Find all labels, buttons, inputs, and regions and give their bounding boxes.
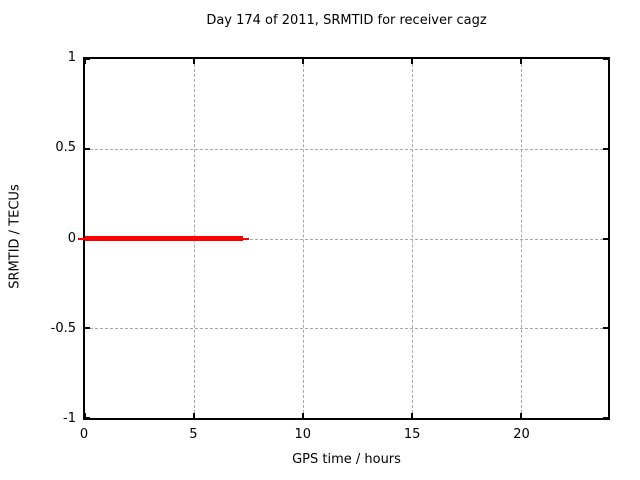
y-tick-mark	[603, 147, 608, 150]
x-tick-label: 20	[513, 427, 530, 442]
y-tick-mark	[85, 147, 90, 150]
y-tick-mark	[85, 58, 90, 60]
y-tick-mark	[85, 327, 90, 330]
x-tick-mark	[301, 413, 304, 418]
x-tick-label: 5	[189, 427, 198, 442]
chart-title: Day 174 of 2011, SRMTID for receiver cag…	[206, 13, 487, 28]
x-tick-mark	[301, 59, 304, 64]
x-axis-label: GPS time / hours	[292, 452, 401, 467]
y-tick-mark	[603, 58, 608, 60]
x-tick-mark	[84, 413, 86, 418]
grid-line-horizontal	[85, 328, 608, 330]
x-tick-mark	[192, 413, 195, 418]
y-tick-label: 0.5	[55, 140, 76, 156]
x-tick-mark	[410, 59, 413, 64]
y-tick-mark	[603, 237, 608, 240]
plot-area	[78, 57, 610, 420]
grid-line-horizontal	[85, 148, 608, 150]
x-tick-mark	[410, 413, 413, 418]
y-tick-label: 1	[67, 50, 76, 65]
x-tick-label: 15	[403, 427, 421, 442]
y-tick-label: -1	[63, 411, 76, 426]
x-tick-mark	[84, 59, 86, 64]
y-tick-mark	[85, 417, 90, 419]
x-tick-label: 10	[294, 427, 312, 442]
x-tick-label: 0	[79, 427, 89, 442]
x-tick-mark	[519, 413, 522, 418]
series-line	[85, 236, 243, 241]
y-tick-mark	[603, 417, 608, 419]
x-tick-mark	[519, 59, 522, 64]
y-tick-mark	[603, 327, 608, 330]
y-tick-label: 0	[67, 230, 76, 246]
y-tick-label: -0.5	[50, 320, 76, 336]
grid-line-horizontal	[85, 238, 608, 240]
x-tick-mark	[192, 59, 195, 64]
